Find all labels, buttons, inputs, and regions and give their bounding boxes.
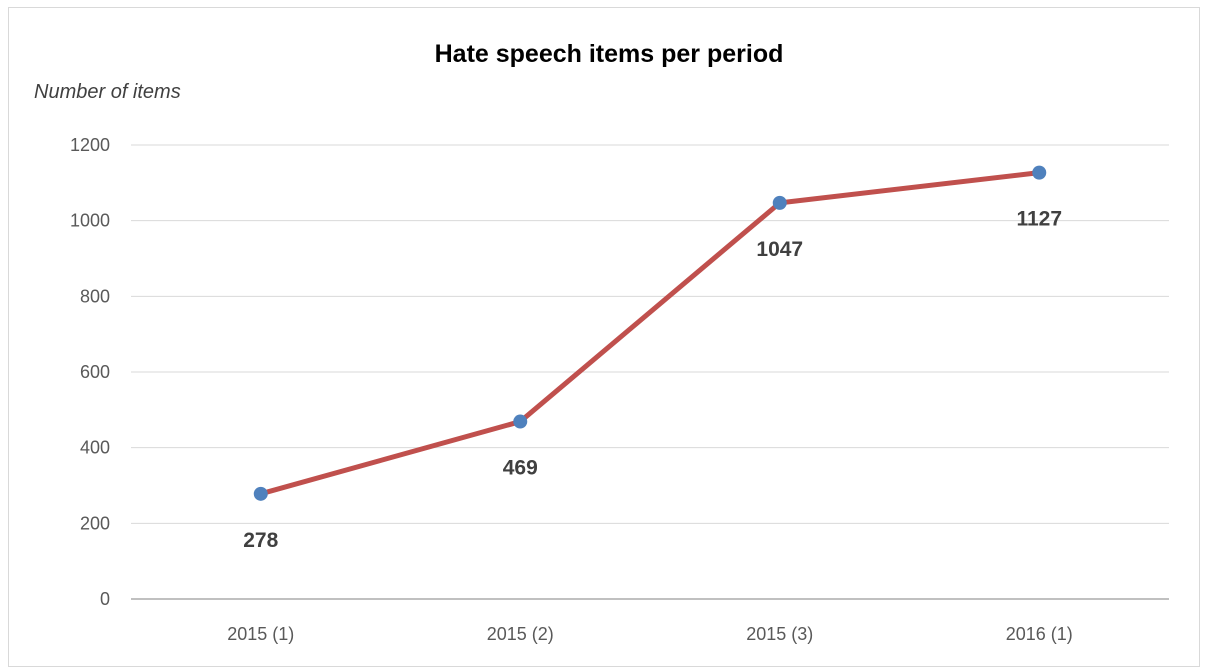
x-axis-ticks: 2015 (1) 2015 (2) 2015 (3) 2016 (1) (227, 624, 1073, 644)
data-label-4: 1127 (1016, 208, 1062, 231)
y-tick-label-1000: 1000 (70, 211, 110, 231)
y-tick-label-200: 200 (80, 513, 110, 533)
x-tick-label-2: 2015 (2) (487, 624, 554, 644)
series-line-group (258, 170, 1042, 497)
y-tick-label-400: 400 (80, 438, 110, 458)
y-axis-label: Number of items (34, 81, 181, 103)
data-point-1 (253, 486, 268, 501)
data-markers (253, 165, 1047, 501)
y-tick-label-800: 800 (80, 286, 110, 306)
y-tick-label-1200: 1200 (70, 135, 110, 155)
y-tick-label-600: 600 (80, 362, 110, 382)
series-line (258, 170, 1042, 497)
chart-title: Hate speech items per period (435, 40, 784, 68)
data-point-4 (1032, 165, 1047, 180)
x-tick-label-3: 2015 (3) (746, 624, 813, 644)
data-label-2: 469 (503, 457, 538, 480)
x-tick-label-4: 2016 (1) (1006, 624, 1073, 644)
y-axis-ticks: 0 200 400 600 800 1000 1200 (70, 135, 110, 609)
y-tick-label-0: 0 (100, 589, 110, 609)
data-label-1: 278 (243, 529, 278, 552)
x-tick-label-1: 2015 (1) (227, 624, 294, 644)
data-point-2 (513, 414, 528, 429)
gridlines (131, 144, 1169, 524)
chart-frame (8, 7, 1200, 667)
data-labels: 278 469 1047 1127 (243, 208, 1062, 552)
data-point-3 (772, 195, 787, 210)
data-label-3: 1047 (756, 238, 803, 261)
